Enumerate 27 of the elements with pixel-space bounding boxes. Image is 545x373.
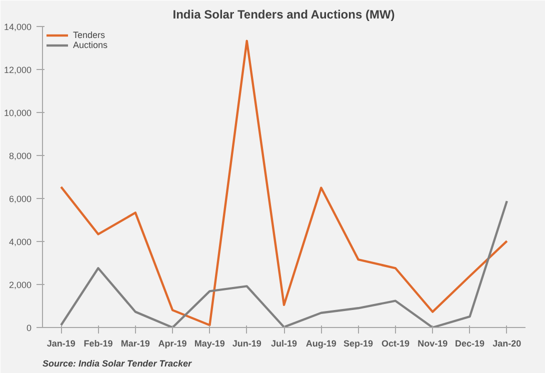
x-tick-label: Sep-19 xyxy=(344,338,374,348)
x-tick-label: Dec-19 xyxy=(455,338,485,348)
chart-title: India Solar Tenders and Auctions (MW) xyxy=(172,8,395,22)
y-tick-label: 12,000 xyxy=(4,65,32,75)
x-tick-label: Jul-19 xyxy=(270,338,298,348)
x-tick-label: Nov-19 xyxy=(418,338,448,348)
line-series xyxy=(60,200,508,328)
y-tick-label: 2,000 xyxy=(8,280,32,290)
line-series xyxy=(60,40,508,326)
source-note: Source: India Solar Tender Tracker xyxy=(42,358,192,368)
y-tick-label: 0 xyxy=(26,323,32,333)
y-tick-label: 4,000 xyxy=(8,237,32,247)
y-tick-label: 14,000 xyxy=(4,22,32,32)
y-tick-label: 6,000 xyxy=(8,194,32,204)
x-tick-label: Apr-19 xyxy=(158,338,187,348)
legend-label: Auctions xyxy=(73,40,108,50)
x-tick-label: Oct-19 xyxy=(381,338,410,348)
x-tick-label: Jan-19 xyxy=(46,338,76,348)
y-tick-label: 8,000 xyxy=(8,151,32,161)
x-tick-label: May-19 xyxy=(194,338,225,348)
legend-label: Tenders xyxy=(73,30,106,40)
y-tick-label: 10,000 xyxy=(4,108,32,118)
x-tick-label: Jun-19 xyxy=(232,338,262,348)
x-tick-label: Feb-19 xyxy=(84,338,113,348)
x-tick-label: Mar-19 xyxy=(120,338,150,348)
x-tick-label: Jan-20 xyxy=(492,338,522,348)
x-tick-label: Aug-19 xyxy=(306,338,336,348)
